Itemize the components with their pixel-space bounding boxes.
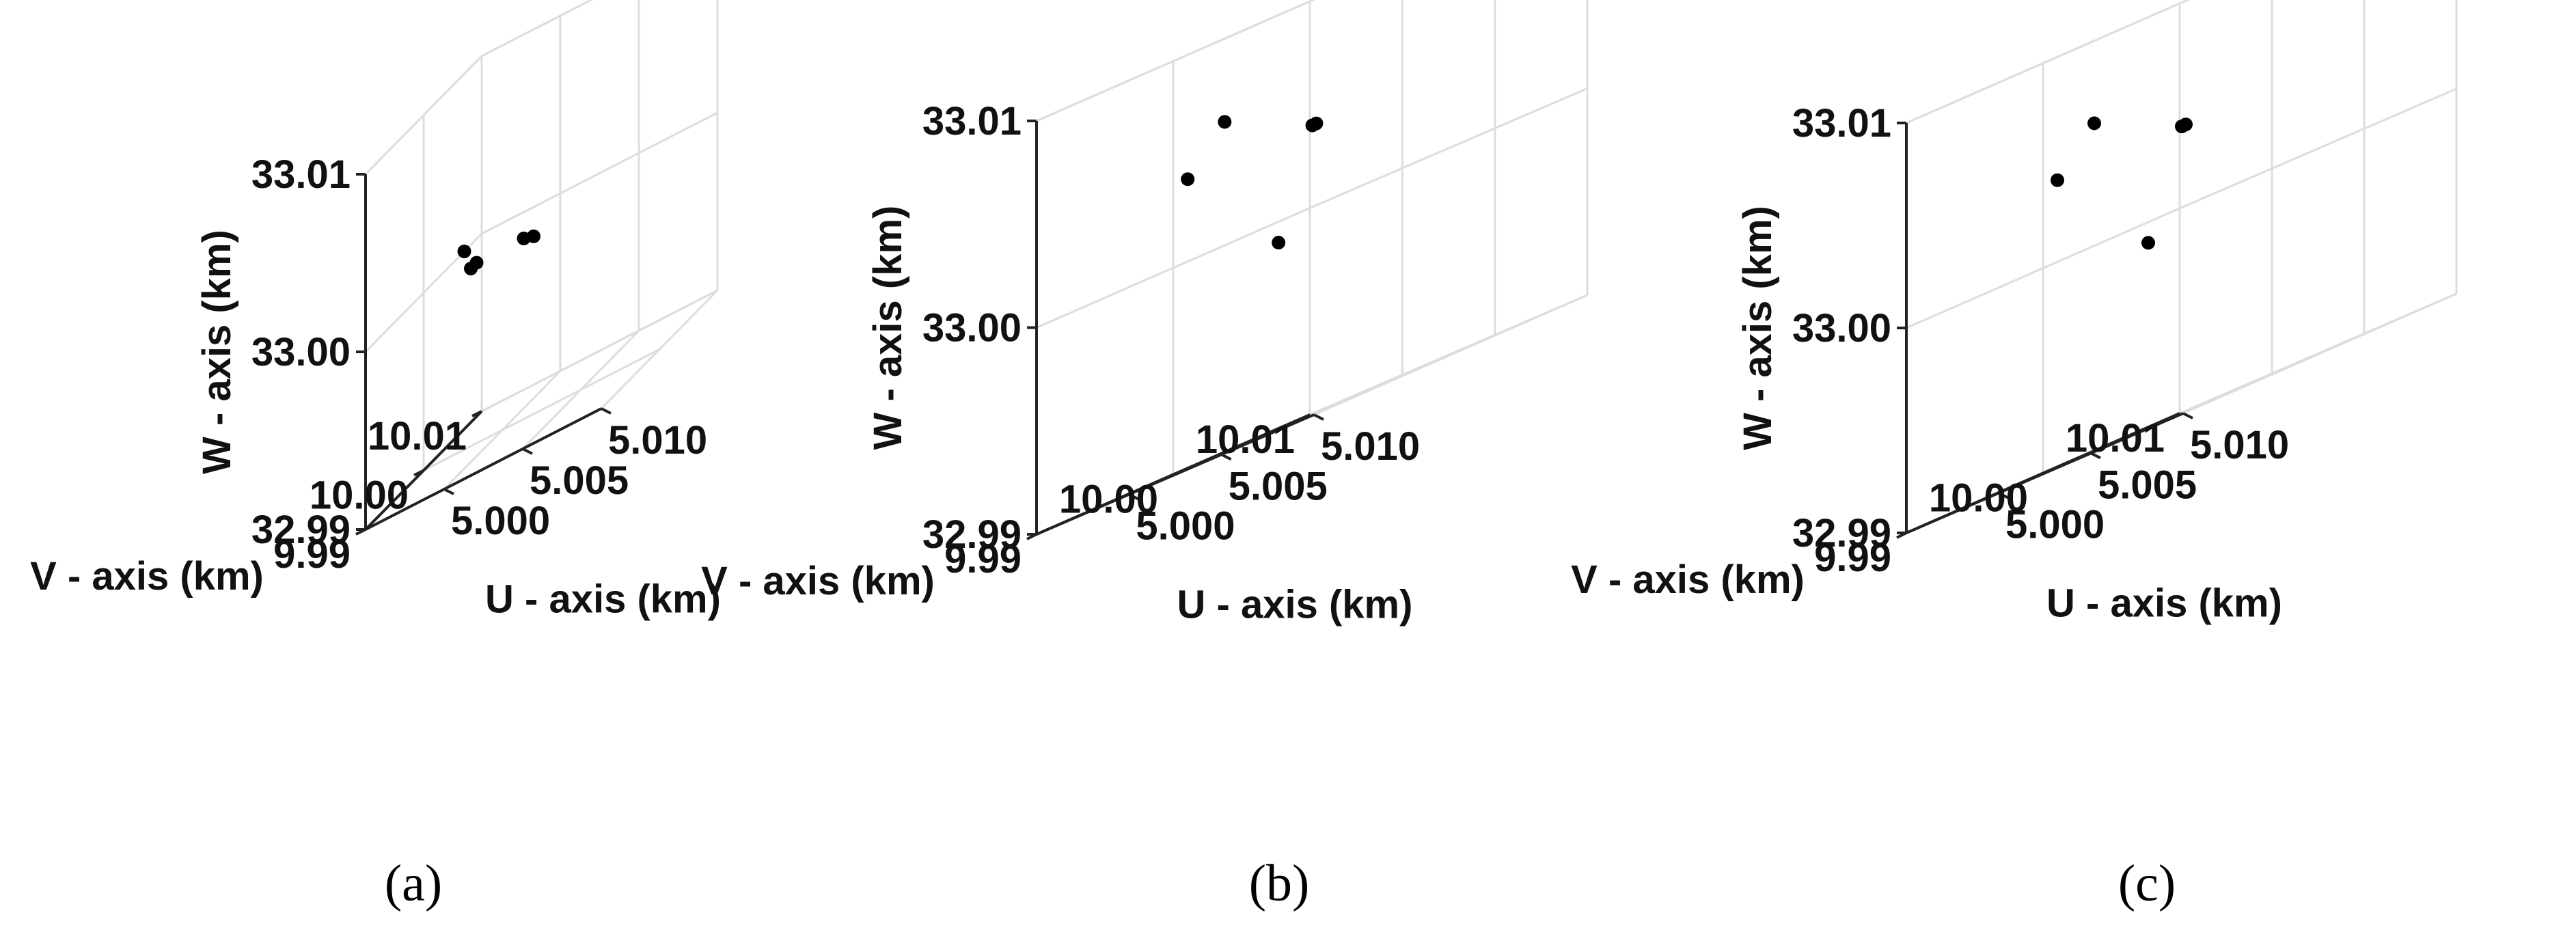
u-tick-mark xyxy=(1220,453,1232,461)
gridline-w xyxy=(364,55,483,176)
u-tick-label: 5.005 xyxy=(1229,464,1328,508)
v-tick-mark xyxy=(1300,413,1311,421)
data-point xyxy=(1218,115,1232,129)
gridline-w xyxy=(481,0,594,57)
gridline-w xyxy=(1906,2,2180,124)
v-tick-label: 9.99 xyxy=(944,537,1022,581)
gridline-w xyxy=(1906,207,2180,329)
v-tick-label: 10.01 xyxy=(2066,416,2165,460)
u-axis-label: U - axis (km) xyxy=(1177,583,1413,627)
gridline-w xyxy=(481,111,718,235)
w-axis-label: W - axis (km) xyxy=(195,230,239,474)
u-tick-label: 5.010 xyxy=(2190,423,2289,467)
w-axis-label: W - axis (km) xyxy=(1736,206,1780,450)
gridline-w xyxy=(2179,0,2191,5)
v-tick-mark xyxy=(413,469,424,477)
pane-edge xyxy=(2179,0,2191,5)
u-tick-mark xyxy=(601,407,612,415)
u-tick-mark xyxy=(1128,493,1140,501)
u-tick-mark xyxy=(1998,491,2009,499)
gridline-w xyxy=(1036,207,1311,329)
panel-caption: (a) xyxy=(385,855,442,912)
data-point xyxy=(2051,173,2064,187)
w-tick-label: 33.01 xyxy=(1792,101,1891,146)
v-tick-label: 10.00 xyxy=(1059,478,1158,522)
v-axis-label: V - axis (km) xyxy=(30,554,264,598)
w-tick-label: 32.99 xyxy=(922,512,1022,557)
u-tick-label: 5.010 xyxy=(1321,424,1420,469)
u-tick-mark xyxy=(2090,452,2101,460)
v-tick-mark xyxy=(2169,412,2180,419)
u-tick-label: 5.000 xyxy=(1136,504,1235,549)
v-tick-label: 10.01 xyxy=(1196,417,1295,462)
pane-edge xyxy=(481,0,594,57)
data-point xyxy=(464,262,478,276)
u-tick-label: 5.010 xyxy=(608,418,707,463)
u-tick-label: 5.005 xyxy=(2098,463,2197,507)
u-axis-label: U - axis (km) xyxy=(2046,581,2282,626)
w-tick-label: 33.01 xyxy=(922,99,1022,143)
gridline-w xyxy=(2179,87,2457,210)
gridline-w xyxy=(1309,294,1588,416)
u-tick-mark xyxy=(1313,413,1324,421)
gridline-w xyxy=(1309,0,1316,3)
gridline-w xyxy=(2179,292,2457,415)
w-tick-label: 33.00 xyxy=(922,306,1022,350)
v-tick-label: 10.00 xyxy=(310,473,409,518)
data-point xyxy=(1305,118,1319,133)
u-tick-label: 5.000 xyxy=(2005,503,2105,547)
u-axis-line xyxy=(365,407,602,531)
gridline-w xyxy=(1309,87,1588,209)
data-point xyxy=(2141,236,2155,250)
v-tick-mark xyxy=(2033,471,2044,480)
data-point xyxy=(457,244,471,258)
pane-edge xyxy=(1309,0,1316,3)
v-axis-label: V - axis (km) xyxy=(1571,558,1805,602)
u-tick-mark xyxy=(522,448,533,455)
v-tick-mark xyxy=(471,410,482,417)
w-tick-label: 33.00 xyxy=(251,330,351,374)
gridline-v xyxy=(423,348,660,471)
data-point xyxy=(2087,116,2101,130)
data-point xyxy=(1181,172,1195,187)
u-axis-label: U - axis (km) xyxy=(485,577,721,622)
v-tick-label: 9.99 xyxy=(273,532,351,577)
u-tick-mark xyxy=(2182,412,2193,419)
w-tick-label: 32.99 xyxy=(251,508,351,552)
gridline-w xyxy=(1036,0,1311,122)
w-tick-label: 32.99 xyxy=(1792,511,1891,555)
v-tick-label: 10.01 xyxy=(368,414,467,458)
panel-caption: (c) xyxy=(2118,855,2176,912)
v-tick-label: 9.99 xyxy=(1814,536,1891,580)
v-tick-mark xyxy=(1163,473,1174,481)
v-axis-label: V - axis (km) xyxy=(701,559,935,603)
w-tick-label: 33.00 xyxy=(1792,306,1891,350)
v-tick-label: 10.00 xyxy=(1929,476,2028,521)
panel-caption: (b) xyxy=(1249,855,1310,912)
data-point xyxy=(1272,236,1286,250)
w-tick-label: 33.01 xyxy=(251,152,351,197)
gridline-w xyxy=(481,289,718,413)
w-axis-label: W - axis (km) xyxy=(866,206,910,450)
data-point xyxy=(527,229,540,243)
u-tick-label: 5.000 xyxy=(451,499,550,543)
data-point xyxy=(2175,120,2189,133)
u-tick-mark xyxy=(443,488,454,495)
u-tick-label: 5.005 xyxy=(530,458,629,503)
